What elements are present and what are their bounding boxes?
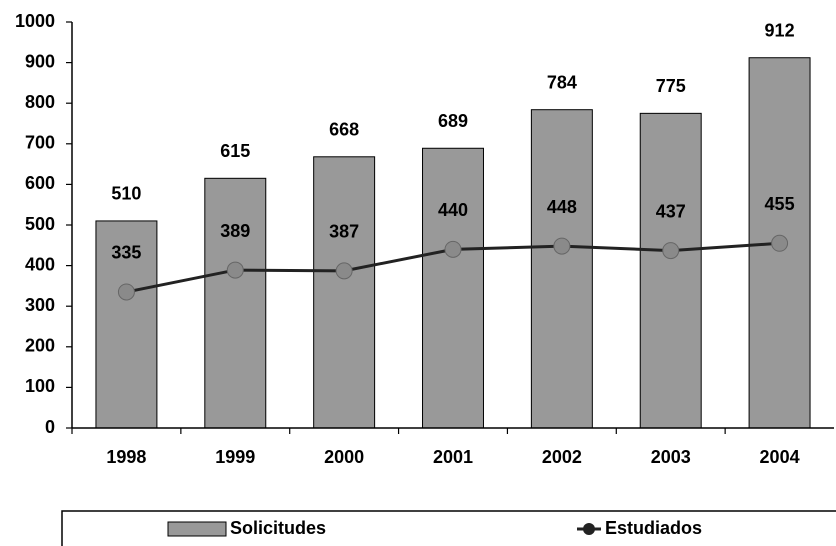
bar-value-label: 784 <box>547 72 577 92</box>
bar <box>530 109 593 429</box>
y-tick-label: 800 <box>25 92 55 112</box>
line-marker <box>335 262 353 280</box>
line-value-label: 389 <box>220 221 250 241</box>
line-marker <box>553 237 571 255</box>
bar <box>204 177 267 429</box>
y-tick-label: 100 <box>25 376 55 396</box>
bar <box>95 220 158 429</box>
x-tick-label: 2004 <box>760 447 800 467</box>
x-tick-label: 1998 <box>106 447 146 467</box>
y-tick-label: 200 <box>25 336 55 356</box>
bar-value-label: 615 <box>220 141 250 161</box>
y-tick-label: 500 <box>25 214 55 234</box>
bar <box>639 112 702 429</box>
x-tick-label: 2001 <box>433 447 473 467</box>
bar-value-label: 510 <box>111 184 141 204</box>
line-value-label: 448 <box>547 197 577 217</box>
bar-value-label: 689 <box>438 111 468 131</box>
line-value-label: 335 <box>111 243 141 263</box>
x-tick-label: 1999 <box>215 447 255 467</box>
legend-label: Solicitudes <box>230 518 326 538</box>
bar <box>313 156 376 429</box>
line-marker <box>117 283 135 301</box>
y-tick-label: 900 <box>25 51 55 71</box>
line-marker <box>444 240 462 258</box>
y-tick-label: 0 <box>45 417 55 437</box>
y-tick-label: 600 <box>25 173 55 193</box>
bar <box>422 147 484 429</box>
y-tick-label: 400 <box>25 254 55 274</box>
bar-value-label: 912 <box>765 20 795 40</box>
y-tick-label: 700 <box>25 133 55 153</box>
x-tick-label: 2002 <box>542 447 582 467</box>
line-value-label: 440 <box>438 200 468 220</box>
legend-marker <box>583 523 595 535</box>
x-tick-label: 2003 <box>651 447 691 467</box>
bar-value-label: 775 <box>656 76 686 96</box>
line-marker <box>226 261 244 279</box>
legend-label: Estudiados <box>605 518 702 538</box>
line-value-label: 387 <box>329 222 359 242</box>
x-tick-label: 2000 <box>324 447 364 467</box>
line-marker <box>771 234 789 252</box>
line-value-label: 437 <box>656 201 686 221</box>
legend-swatch <box>167 521 227 537</box>
line-marker <box>662 242 680 260</box>
line-value-label: 455 <box>765 194 795 214</box>
bar-value-label: 668 <box>329 120 359 140</box>
y-tick-label: 1000 <box>15 11 55 31</box>
y-tick-label: 300 <box>25 295 55 315</box>
